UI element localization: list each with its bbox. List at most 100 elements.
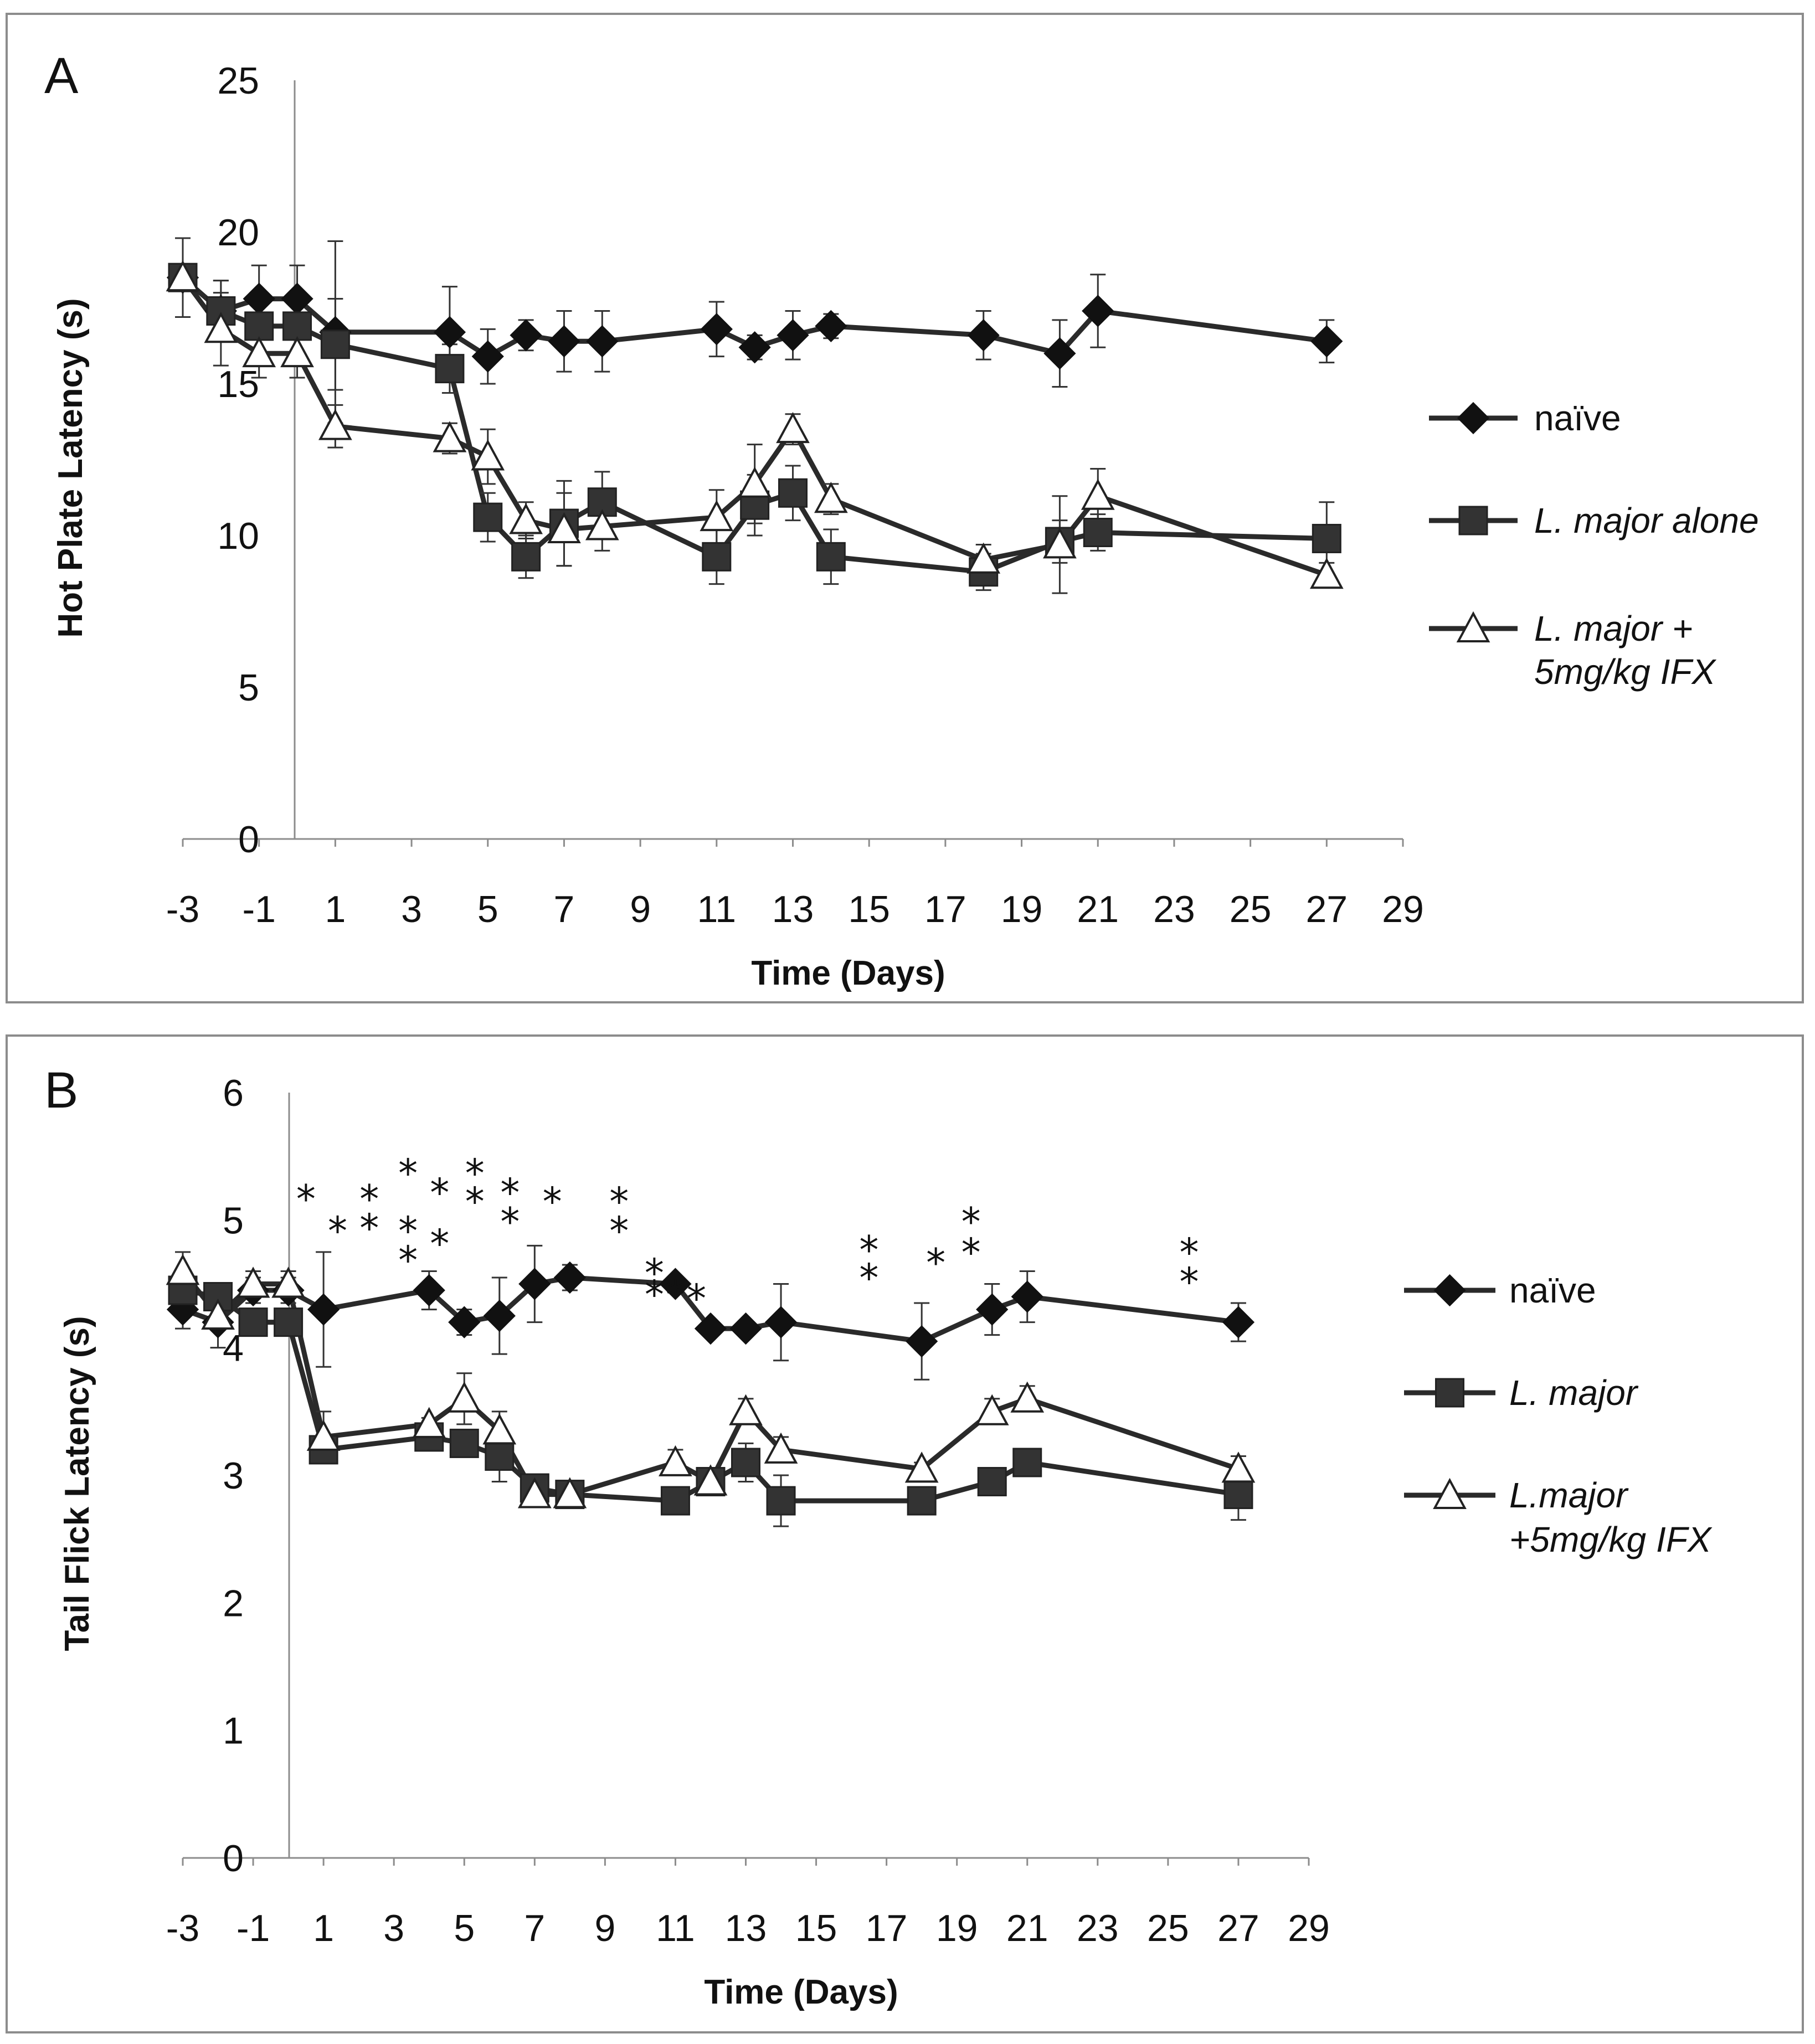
data-point-diamond	[553, 1261, 586, 1294]
data-point-diamond	[307, 1293, 340, 1326]
y-tick-label: 2	[223, 1582, 244, 1624]
x-tick-label: 13	[772, 888, 814, 930]
significance-asterisk: *	[430, 1221, 449, 1266]
significance-asterisk: *	[398, 1238, 418, 1283]
x-tick-label: 29	[1288, 1907, 1330, 1949]
significance-asterisk: *	[398, 1208, 418, 1254]
significance-asterisk: *	[500, 1170, 520, 1216]
data-point-diamond	[738, 331, 771, 364]
panel-frame	[6, 13, 1804, 1003]
data-point-triangle	[236, 1266, 270, 1298]
data-point-triangle	[166, 1254, 200, 1285]
y-tick-label: 0	[238, 818, 259, 861]
legend-marker-triangle	[1456, 611, 1490, 642]
data-point-diamond	[764, 1306, 798, 1338]
legend-label: naïve	[1509, 1270, 1596, 1310]
x-tick-label: 1	[313, 1907, 334, 1949]
significance-asterisk: *	[609, 1208, 629, 1254]
data-point-diamond	[483, 1299, 516, 1332]
significance-asterisk: *	[1179, 1259, 1199, 1305]
data-point-triangle	[517, 1477, 552, 1508]
data-point-triangle	[1043, 527, 1077, 559]
data-point-square	[473, 502, 503, 532]
significance-asterisk: *	[645, 1272, 664, 1317]
panel-b-tail-flick: -3 -1 1 3 5 7 9 11 13 15 17 19 21 23 25 27 290123456Time…	[6, 1034, 1804, 2033]
significance-asterisk: *	[398, 1151, 418, 1196]
data-point-triangle	[482, 1413, 517, 1445]
x-tick-label: -3	[166, 1907, 199, 1949]
data-point-triangle	[776, 411, 810, 444]
data-point-square	[485, 1441, 515, 1471]
x-axis-title: Time (Days)	[751, 954, 945, 992]
y-tick-label: 0	[223, 1837, 244, 1880]
significance-asterisk: *	[859, 1255, 878, 1301]
data-point-triangle	[1081, 478, 1115, 510]
significance-asterisk: *	[430, 1170, 449, 1216]
data-point-square	[977, 1467, 1007, 1497]
significance-asterisk: *	[1179, 1230, 1199, 1275]
legend-label: L. major alone	[1534, 501, 1759, 540]
significance-asterisk: *	[859, 1227, 878, 1273]
significance-asterisk: *	[687, 1276, 706, 1321]
data-point-diamond	[1082, 295, 1114, 327]
data-point-diamond	[700, 313, 733, 346]
x-tick-label: 19	[936, 1907, 978, 1949]
data-point-square	[907, 1486, 937, 1516]
x-tick-label: 17	[924, 888, 966, 930]
data-point-square	[1312, 523, 1341, 553]
significance-asterisk: *	[500, 1199, 520, 1245]
data-point-diamond	[777, 319, 809, 352]
x-tick-label: 9	[630, 888, 651, 930]
data-point-square	[238, 1307, 268, 1337]
data-point-triangle	[1010, 1381, 1045, 1413]
y-tick-label: 1	[223, 1710, 244, 1752]
significance-asterisk: *	[962, 1230, 981, 1275]
x-tick-label: 7	[554, 888, 575, 930]
legend-marker-square	[1458, 506, 1488, 536]
data-point-triangle	[659, 1445, 692, 1476]
data-point-triangle	[509, 503, 543, 534]
x-tick-label: 27	[1305, 888, 1348, 930]
data-point-square	[320, 329, 350, 359]
x-tick-label: 21	[1077, 888, 1119, 930]
significance-asterisk: *	[666, 1272, 685, 1317]
significance-asterisk: *	[465, 1179, 485, 1224]
data-point-diamond	[433, 316, 466, 348]
x-tick-label: 19	[1001, 888, 1043, 930]
data-point-triangle	[553, 1477, 587, 1508]
legend-label: 5mg/kg IFX	[1534, 652, 1717, 692]
y-tick-label: 5	[223, 1199, 244, 1242]
x-tick-label: 27	[1217, 1907, 1259, 1949]
legend-marker-square	[1435, 1378, 1464, 1408]
y-axis-title: Hot Plate Latency (s)	[52, 298, 90, 637]
y-axis-title: Tail Flick Latency (s)	[58, 1316, 96, 1651]
data-point-diamond	[413, 1274, 445, 1307]
data-point-triangle	[966, 542, 1001, 574]
data-point-diamond	[548, 325, 580, 358]
data-point-square	[1083, 518, 1113, 548]
data-point-diamond	[967, 319, 1000, 352]
data-point-triangle	[271, 1266, 305, 1298]
data-point-diamond	[976, 1293, 1009, 1326]
significance-asterisk: *	[543, 1179, 562, 1224]
x-tick-label: 29	[1382, 888, 1424, 930]
data-point-diamond	[729, 1312, 762, 1345]
significance-asterisk: *	[609, 1179, 629, 1224]
legend-label: L. major	[1509, 1373, 1639, 1413]
significance-asterisk: *	[296, 1176, 316, 1222]
legend-label: naïve	[1534, 398, 1621, 438]
panel-a-hot-plate: -3 -1 1 3 5 7 9 11 13 15 17 19 21 23 25 27 290510152025T…	[6, 13, 1804, 1003]
data-point-triangle	[447, 1381, 481, 1413]
panel-frame	[6, 1034, 1804, 2033]
data-point-square	[282, 311, 312, 341]
x-axis-title: Time (Days)	[704, 1973, 898, 2011]
data-point-triangle	[585, 509, 619, 540]
data-point-square	[203, 1282, 233, 1312]
x-tick-label: -1	[242, 888, 275, 930]
data-point-triangle	[738, 466, 772, 498]
data-point-square	[244, 311, 274, 341]
y-tick-label: 6	[223, 1072, 244, 1114]
x-tick-label: 5	[454, 1907, 475, 1949]
y-tick-label: 3	[223, 1455, 244, 1497]
